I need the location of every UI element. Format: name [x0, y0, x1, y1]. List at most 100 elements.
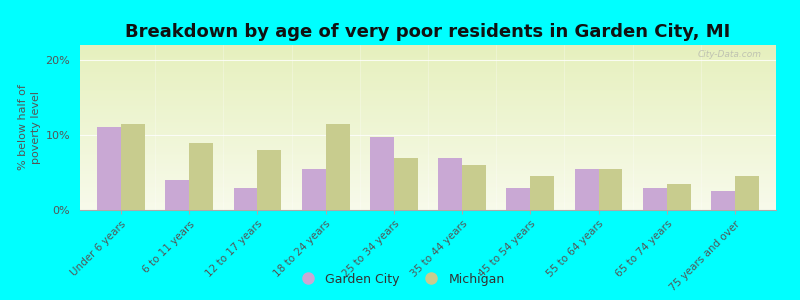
Bar — [80, 73, 776, 74]
Bar — [80, 165, 776, 166]
Title: Breakdown by age of very poor residents in Garden City, MI: Breakdown by age of very poor residents … — [126, 23, 730, 41]
Bar — [80, 115, 776, 116]
Bar — [80, 117, 776, 118]
Bar — [80, 178, 776, 179]
Bar — [80, 118, 776, 119]
Bar — [80, 94, 776, 95]
Bar — [80, 169, 776, 170]
Bar — [80, 185, 776, 186]
Bar — [80, 128, 776, 129]
Bar — [80, 70, 776, 71]
Bar — [80, 120, 776, 121]
Bar — [80, 103, 776, 104]
Bar — [80, 82, 776, 83]
Bar — [302, 169, 326, 210]
Bar — [80, 139, 776, 140]
Bar — [80, 195, 776, 196]
Bar — [80, 97, 776, 98]
Bar — [80, 111, 776, 112]
Bar — [80, 135, 776, 136]
Bar — [80, 45, 776, 46]
Bar — [80, 104, 776, 105]
Bar — [166, 180, 189, 210]
Bar — [80, 203, 776, 204]
Bar — [80, 187, 776, 188]
Bar — [80, 105, 776, 106]
Bar — [80, 81, 776, 82]
Bar — [80, 107, 776, 108]
Bar — [80, 87, 776, 88]
Bar — [80, 166, 776, 167]
Bar — [80, 200, 776, 201]
Bar — [80, 147, 776, 148]
Bar — [80, 47, 776, 48]
Bar — [80, 52, 776, 53]
Bar — [80, 183, 776, 184]
Bar — [80, 121, 776, 122]
Bar — [80, 151, 776, 152]
Bar — [80, 144, 776, 145]
Bar — [80, 137, 776, 138]
Bar — [80, 190, 776, 191]
Bar — [80, 79, 776, 80]
Bar — [80, 164, 776, 165]
Bar — [80, 138, 776, 139]
Bar — [80, 152, 776, 153]
Bar — [80, 177, 776, 178]
Bar — [80, 198, 776, 199]
Bar — [80, 188, 776, 189]
Bar — [80, 67, 776, 68]
Bar — [80, 192, 776, 193]
Bar — [80, 101, 776, 102]
Bar — [80, 80, 776, 81]
Bar — [80, 191, 776, 192]
Bar — [80, 142, 776, 143]
Bar — [80, 160, 776, 161]
Bar — [80, 173, 776, 174]
Bar — [80, 175, 776, 176]
Bar — [80, 158, 776, 159]
Bar — [80, 154, 776, 155]
Bar — [80, 201, 776, 202]
Bar — [80, 184, 776, 185]
Bar — [80, 75, 776, 76]
Bar — [80, 124, 776, 125]
Bar — [80, 174, 776, 175]
Bar — [80, 163, 776, 164]
Bar — [735, 176, 759, 210]
Bar — [80, 106, 776, 107]
Bar — [80, 146, 776, 147]
Bar — [80, 182, 776, 183]
Bar — [711, 191, 735, 210]
Bar — [80, 145, 776, 146]
Bar — [80, 196, 776, 197]
Bar — [189, 142, 213, 210]
Bar — [80, 141, 776, 142]
Bar — [80, 134, 776, 135]
Bar — [80, 108, 776, 109]
Bar — [80, 179, 776, 180]
Text: City-Data.com: City-Data.com — [698, 50, 762, 59]
Bar — [258, 150, 282, 210]
Bar — [394, 158, 418, 210]
Bar — [80, 68, 776, 69]
Bar — [574, 169, 598, 210]
Bar — [80, 162, 776, 163]
Bar — [80, 86, 776, 87]
Bar — [80, 54, 776, 55]
Bar — [530, 176, 554, 210]
Bar — [80, 113, 776, 114]
Bar — [80, 181, 776, 182]
Bar — [80, 193, 776, 194]
Bar — [80, 88, 776, 89]
Bar — [80, 100, 776, 101]
Bar — [121, 124, 145, 210]
Legend: Garden City, Michigan: Garden City, Michigan — [290, 268, 510, 291]
Bar — [80, 148, 776, 149]
Bar — [80, 186, 776, 187]
Bar — [80, 102, 776, 103]
Bar — [80, 71, 776, 72]
Bar — [80, 93, 776, 94]
Bar — [97, 128, 121, 210]
Bar — [80, 78, 776, 79]
